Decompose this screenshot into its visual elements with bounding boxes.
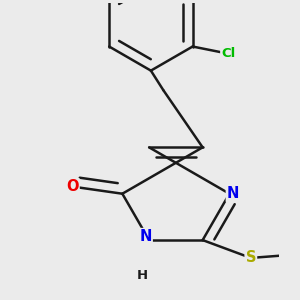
Text: Cl: Cl (221, 47, 236, 60)
Text: N: N (140, 229, 152, 244)
Text: H: H (136, 269, 148, 282)
Text: O: O (66, 179, 79, 194)
Text: S: S (246, 250, 256, 266)
Text: N: N (227, 186, 239, 201)
